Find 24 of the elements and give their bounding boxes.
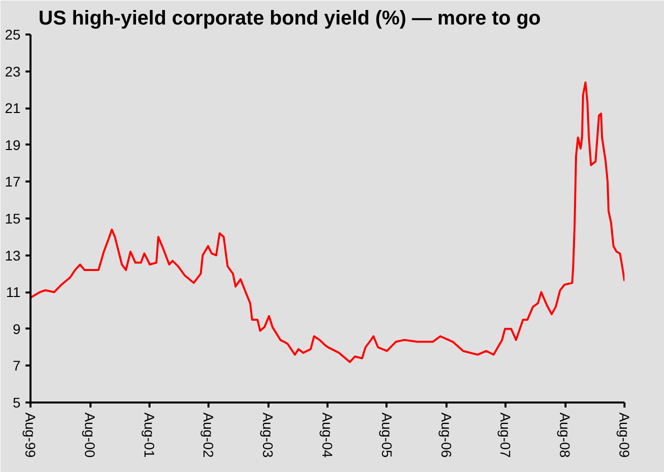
x-tick-label: Aug-07 <box>498 412 514 458</box>
y-tick-label: 11 <box>6 284 21 300</box>
x-tick-label: Aug-00 <box>82 412 98 458</box>
y-tick-label: 23 <box>4 63 21 80</box>
x-tick-label: Aug-09 <box>616 412 632 458</box>
y-tick-label: 15 <box>4 210 21 226</box>
x-tick-label: Aug-08 <box>557 412 574 458</box>
y-tick-label: 7 <box>12 358 21 374</box>
y-tick-label: 19 <box>4 136 21 153</box>
x-tick-label: Aug-04 <box>320 412 336 458</box>
x-tick-label: Aug-99 <box>22 412 38 458</box>
x-tick-label: Aug-01 <box>141 412 158 458</box>
y-tick-label: 9 <box>12 320 21 337</box>
y-tick-label: 13 <box>4 247 21 264</box>
y-tick-label: 17 <box>4 174 21 190</box>
y-tick-label: 25 <box>4 26 21 42</box>
x-tick-label: Aug-03 <box>260 412 276 458</box>
chart-title: US high-yield corporate bond yield (%) — more to go <box>38 8 541 30</box>
x-tick-label: Aug-02 <box>200 412 217 458</box>
x-tick-label: Aug-06 <box>438 412 454 458</box>
y-tick-label: 5 <box>12 394 21 410</box>
y-tick-label: 21 <box>4 100 21 116</box>
line-series <box>30 81 624 364</box>
x-tick-label: Aug-05 <box>378 412 395 458</box>
